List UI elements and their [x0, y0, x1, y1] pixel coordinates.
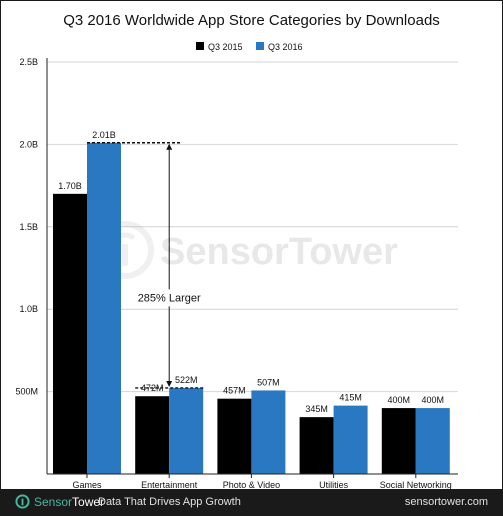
y-tick-label: 1.0B — [19, 304, 38, 314]
bar — [415, 408, 450, 474]
annotation: 285% Larger — [87, 142, 208, 389]
bar — [53, 193, 87, 474]
data-label: 522M — [175, 375, 198, 385]
axes: 500M 1.0B 1.5B 2.0B 2.5B Games Entertainment Ph… — [15, 57, 458, 489]
footer-brand-part1: Sensor — [34, 495, 73, 509]
legend-label: Q3 2016 — [268, 42, 303, 52]
data-label: 457M — [223, 386, 246, 396]
data-label: 400M — [388, 395, 411, 405]
data-label: 400M — [422, 395, 445, 405]
legend-swatch — [196, 42, 204, 50]
annotation-arrowhead-down — [166, 380, 173, 387]
footer-tagline: Data That Drives App Growth — [98, 496, 241, 508]
footer-brand: SensorTower — [34, 495, 104, 509]
data-label: 345M — [305, 404, 328, 414]
chart-title: Q3 2016 Worldwide App Store Categories b… — [63, 12, 440, 29]
watermark: SensorTower — [96, 221, 398, 279]
y-tick-label: 2.5B — [19, 57, 38, 67]
data-label: 2.01B — [92, 130, 116, 140]
annotation-label: 285% Larger — [138, 292, 201, 304]
legend: Q3 2015 Q3 2016 — [196, 42, 303, 52]
annotation-label-bg — [131, 289, 208, 307]
bar — [217, 398, 252, 474]
bar — [381, 408, 416, 474]
annotation-arrowhead-up — [166, 143, 173, 150]
x-tick-label: Entertainment — [141, 480, 198, 489]
legend-label: Q3 2015 — [208, 42, 243, 52]
x-tick-label: Photo & Video — [223, 480, 280, 489]
bar — [299, 417, 334, 474]
y-tick-label: 2.0B — [19, 139, 38, 149]
y-tick-label: 500M — [15, 387, 38, 397]
watermark-text: SensorTower — [160, 231, 398, 273]
bar — [251, 390, 286, 474]
bar-chart: SensorTower 1.70B2.01B472M522M457M507M34… — [15, 42, 458, 489]
bar — [169, 387, 204, 474]
bar — [333, 405, 368, 474]
data-label: 415M — [339, 393, 362, 403]
bar — [135, 396, 170, 474]
footer-brand-part2: Tower — [72, 495, 105, 509]
x-tick-label: Social Networking — [380, 480, 452, 489]
x-tick-label: Utilities — [319, 480, 349, 489]
sensortower-logo-icon — [15, 494, 30, 512]
bar — [87, 142, 121, 474]
data-label: 507M — [257, 377, 280, 387]
footer-site: sensortower.com — [404, 496, 488, 508]
footer-bar: SensorTower Data That Drives App Growth … — [1, 489, 502, 515]
y-tick-label: 1.5B — [19, 222, 38, 232]
x-tick-label: Games — [72, 480, 102, 489]
legend-swatch — [256, 42, 264, 50]
data-label: 1.70B — [58, 181, 82, 191]
